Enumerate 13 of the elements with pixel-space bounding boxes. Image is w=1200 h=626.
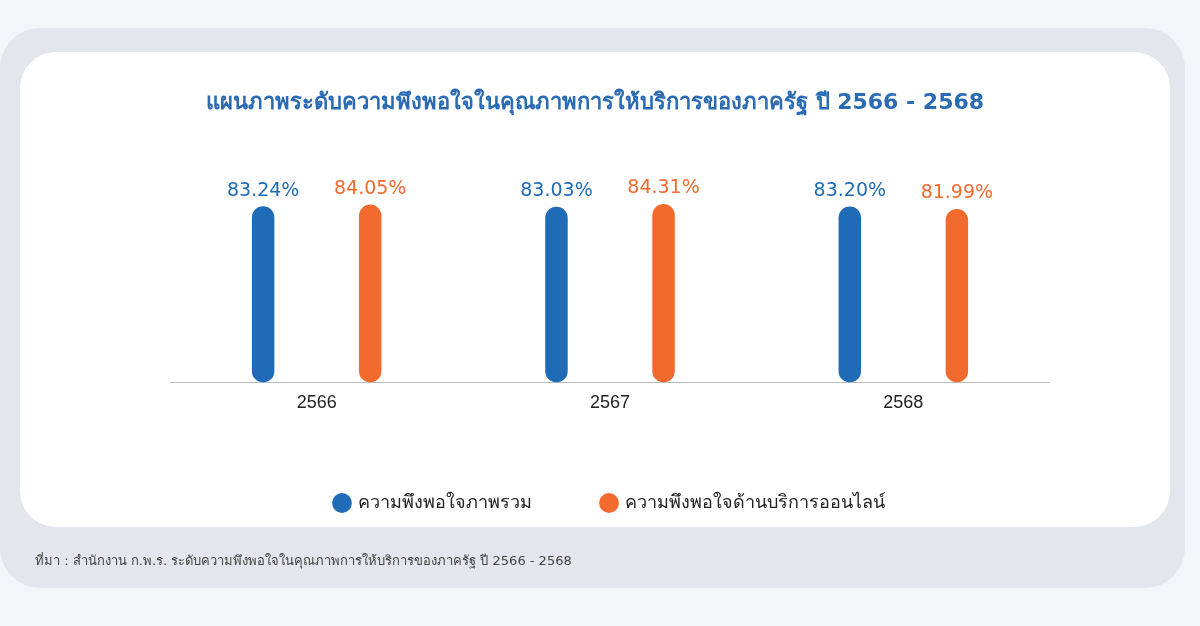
data-label: 83.24% xyxy=(226,177,300,200)
x-tick-label: 2566 xyxy=(296,392,337,413)
data-label: 83.03% xyxy=(520,178,593,201)
x-tick-label: 2567 xyxy=(589,392,631,413)
data-label: 84.31% xyxy=(627,175,700,198)
text: ที่มา : สำนักงาน ก.พ.ร. ระดับความพึงพอใจในคุณภาพการให้บริการของภาครัฐ ปี 2566 - 2568 xyxy=(35,551,572,571)
data-label: 84.05% xyxy=(333,176,407,199)
chart-title: แผนภาพระดับความพึงพอใจในคุณภาพการให้บริการของภาครัฐ ปี 2566 - 2568 xyxy=(204,87,986,118)
data-label: 83.20% xyxy=(813,177,887,200)
data-label: 81.99% xyxy=(920,180,994,203)
legend-label: ความพึงพอใจด้านบริการออนไลน์ xyxy=(625,490,886,512)
x-tick-label: 2568 xyxy=(883,392,924,413)
legend-label: ความพึงพอใจภาพรวม xyxy=(358,490,532,512)
